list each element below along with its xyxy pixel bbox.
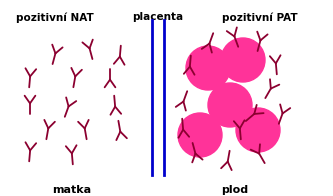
Text: pozitivní NAT: pozitivní NAT [16,12,94,23]
Circle shape [186,46,230,90]
Circle shape [178,113,222,157]
Circle shape [221,38,265,82]
Circle shape [208,83,252,127]
Text: matka: matka [52,185,92,195]
Circle shape [236,108,280,152]
Text: pozitivní PAT: pozitivní PAT [222,12,298,23]
Text: plod: plod [221,185,248,195]
Text: placenta: placenta [133,12,183,22]
